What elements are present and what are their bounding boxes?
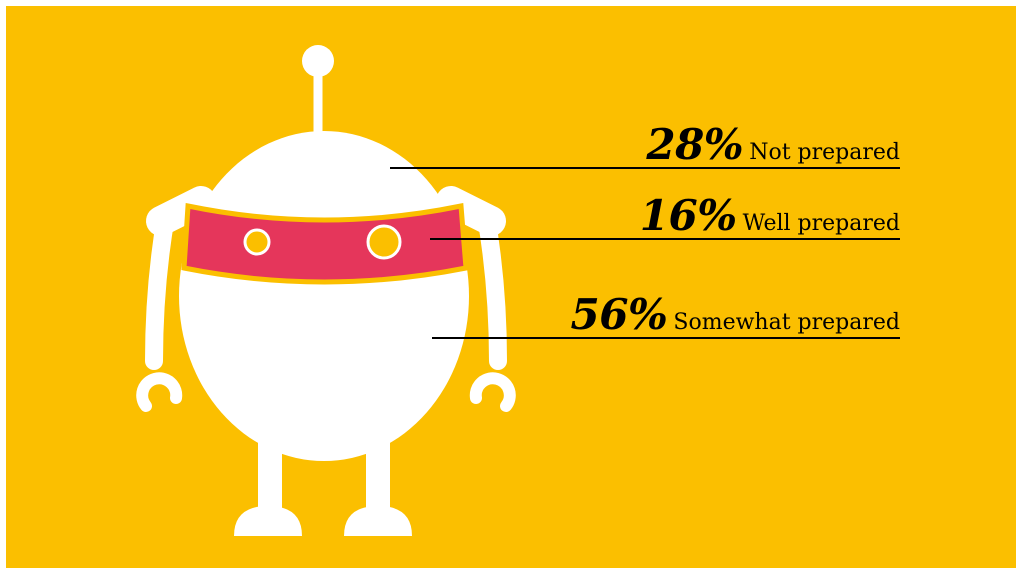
robot-illustration	[6, 6, 1016, 568]
robot-body	[179, 131, 469, 461]
category-label: Not prepared	[749, 140, 900, 165]
stat-not-prepared: 28% Not prepared	[646, 124, 900, 166]
category-label: Somewhat prepared	[673, 310, 900, 335]
leader-line	[430, 238, 900, 240]
background	[6, 6, 1016, 568]
leader-line	[390, 167, 900, 169]
right-hand	[469, 372, 516, 412]
left-hand	[136, 372, 183, 412]
left-shoulder	[146, 186, 216, 236]
percent-value: 56%	[570, 290, 668, 339]
left-foot	[234, 506, 302, 536]
right-foot	[344, 506, 412, 536]
infographic-canvas: 28% Not prepared 16% Well prepared 56% Some…	[6, 6, 1016, 568]
stat-well-prepared: 16% Well prepared	[640, 195, 900, 237]
antenna-ball	[302, 45, 334, 77]
stat-somewhat-prepared: 56% Somewhat prepared	[571, 294, 900, 336]
visor-band	[181, 202, 469, 285]
category-label: Well prepared	[742, 211, 900, 236]
percent-value: 16%	[639, 191, 737, 240]
percent-value: 28%	[646, 120, 744, 169]
left-eye	[243, 228, 271, 256]
right-eye	[366, 224, 402, 260]
leader-line	[432, 337, 900, 339]
